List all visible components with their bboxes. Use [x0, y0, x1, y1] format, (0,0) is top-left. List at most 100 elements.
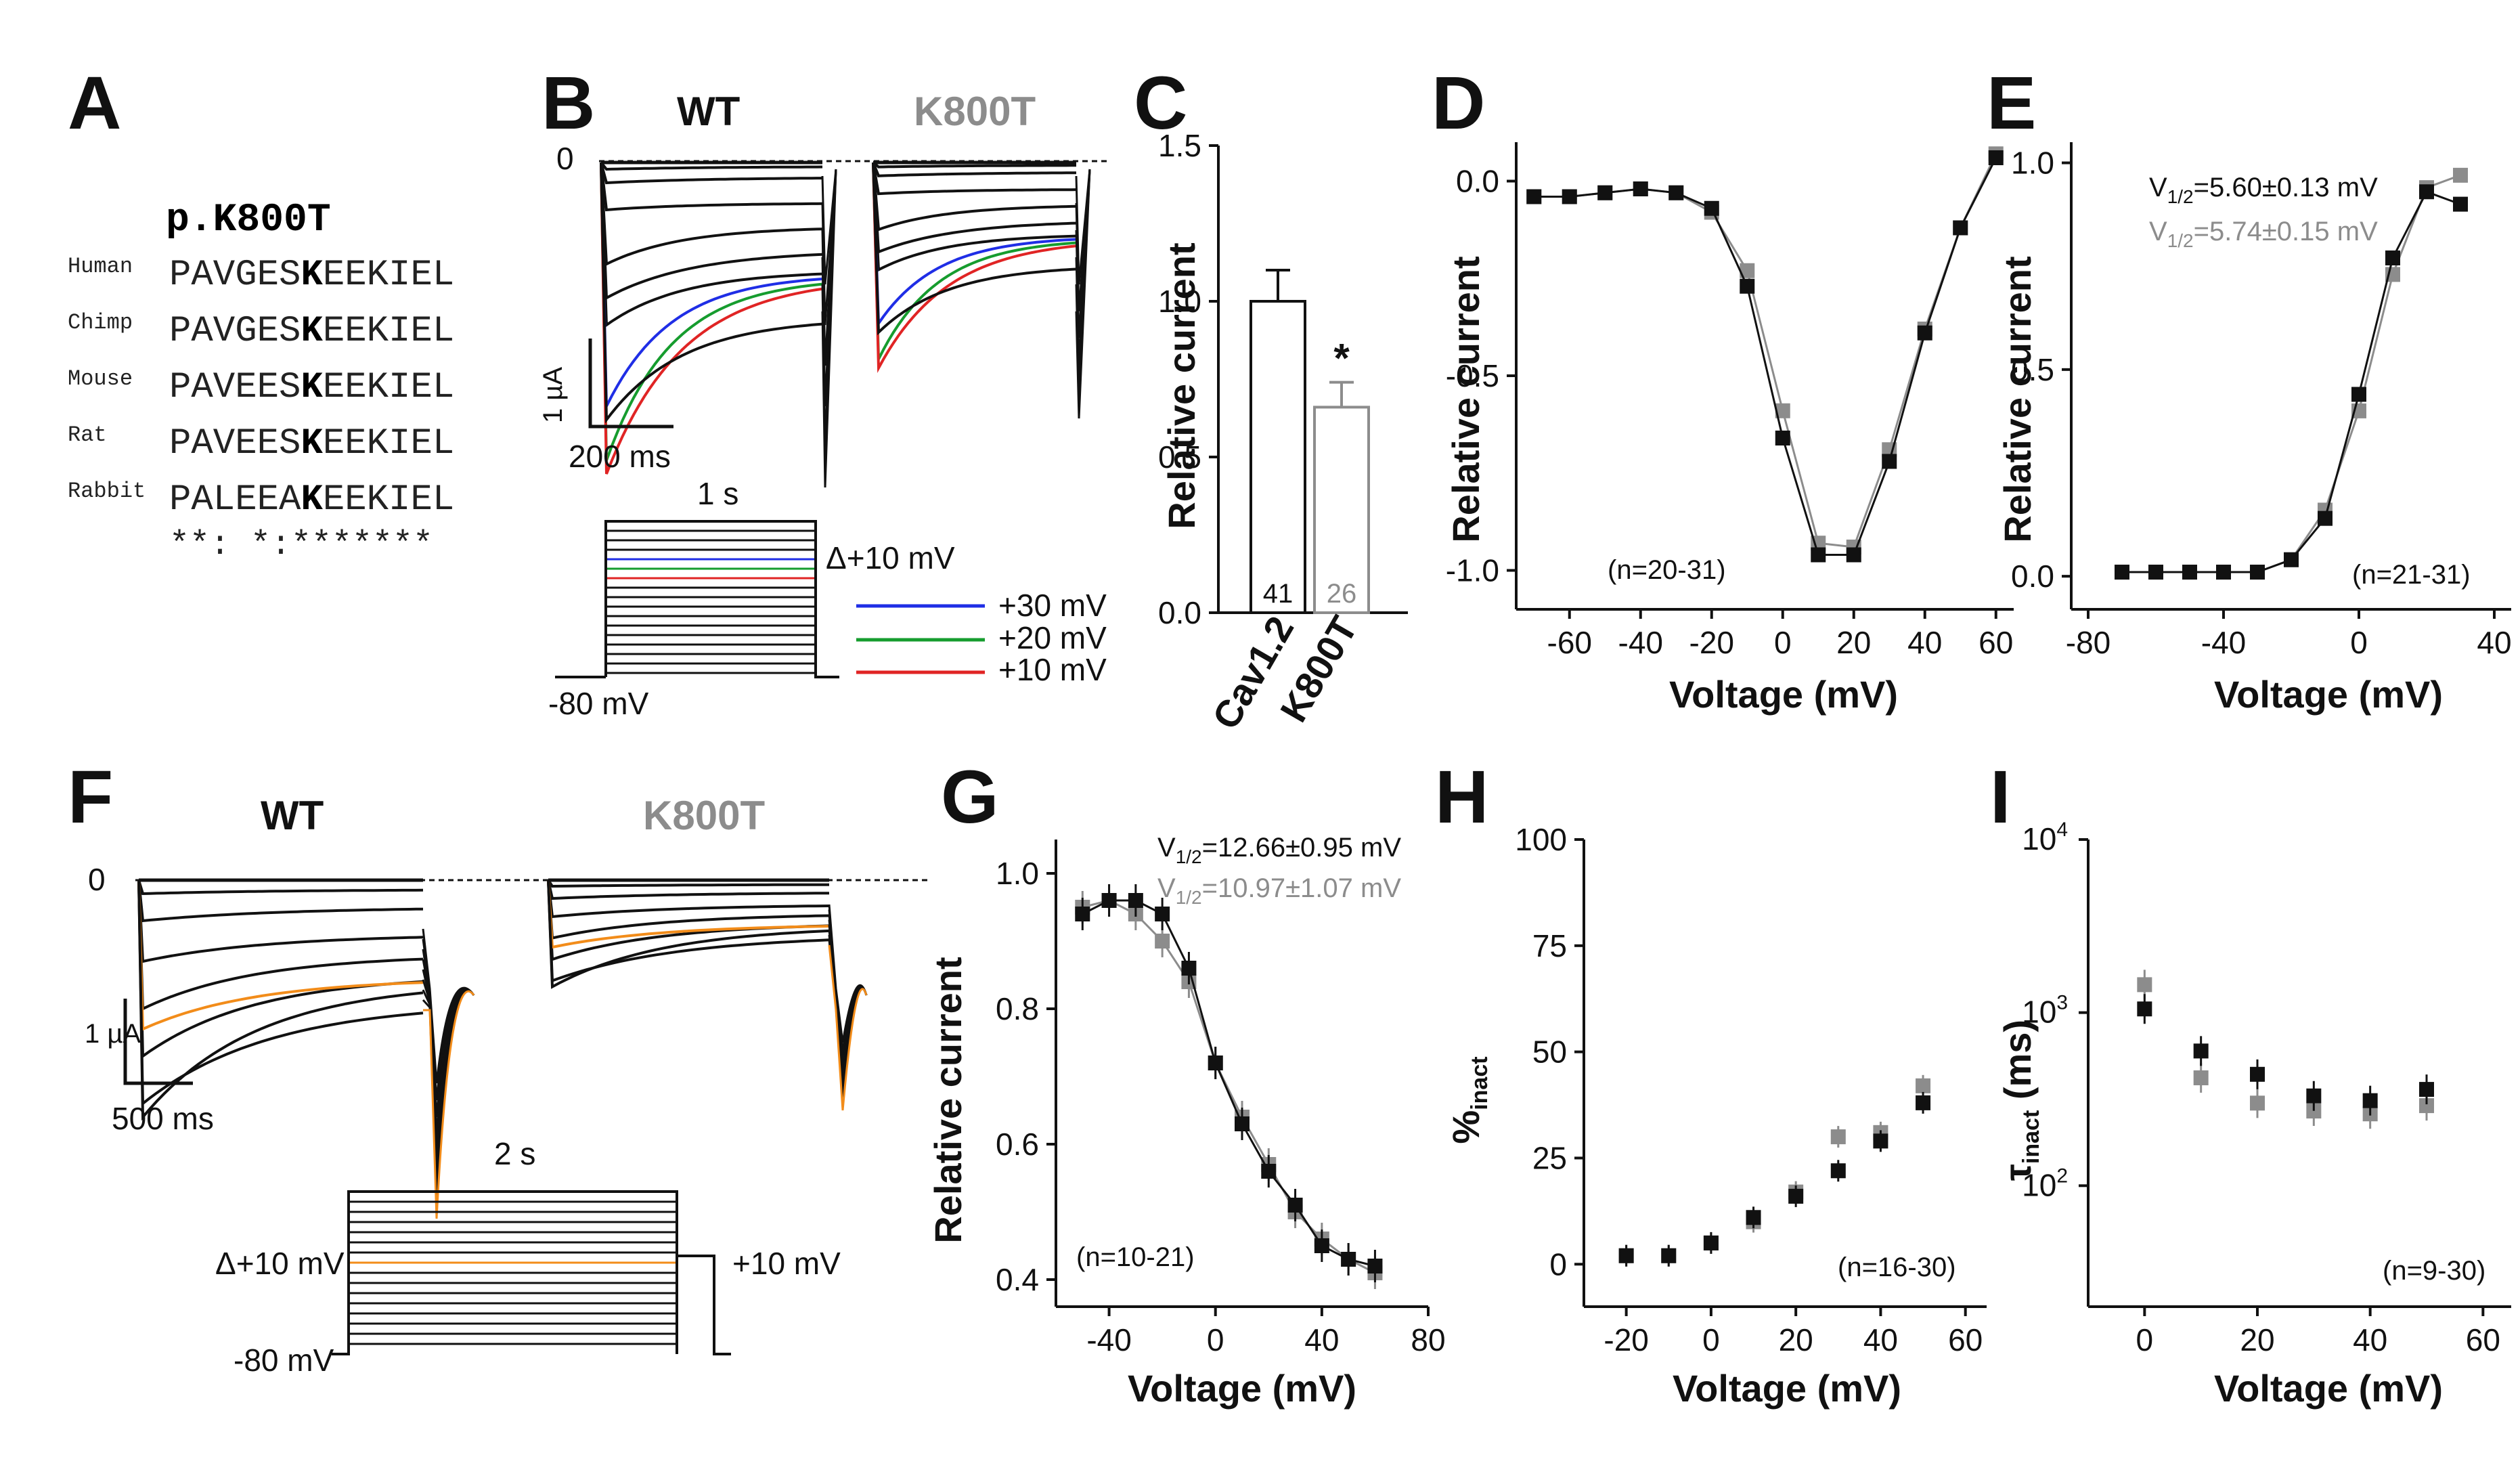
x-tick-label: 0	[1207, 1322, 1224, 1357]
panel-b-wt-traces	[600, 160, 837, 488]
y-tick-label: 0.8	[996, 991, 1039, 1026]
data-point	[1740, 263, 1755, 278]
y-tick-label: -0.5	[1446, 358, 1499, 393]
data-point	[1661, 1248, 1677, 1263]
x-tick-label: -80	[2066, 625, 2110, 660]
data-point	[1597, 185, 1613, 200]
x-tick-label: 60	[1948, 1322, 1983, 1357]
data-point	[1740, 278, 1755, 294]
data-point	[1988, 150, 2004, 165]
y-tick-label: 1.0	[2011, 146, 2054, 181]
y-tick-label: 0.6	[996, 1127, 1039, 1162]
current-trace	[872, 161, 1076, 169]
y-tick-label: 0.0	[1456, 164, 1499, 199]
data-point	[2362, 1093, 2378, 1108]
data-point	[2385, 250, 2400, 265]
protocol-test-pulse	[677, 1255, 731, 1355]
data-point	[2419, 1082, 2434, 1097]
data-point	[1953, 220, 1968, 236]
current-trace	[600, 162, 823, 267]
panel-label-f: F	[68, 756, 113, 839]
data-point	[1668, 185, 1684, 200]
x-tick-label: 20	[1836, 625, 1871, 660]
data-point	[2419, 184, 2434, 200]
current-trace	[547, 879, 830, 900]
data-point	[2453, 167, 2468, 183]
g-vhalf-wt: V1/2=12.66±0.95 mV	[1157, 833, 1401, 867]
protocol-outline	[604, 520, 839, 678]
y-tick-label: 0.5	[2011, 352, 2054, 387]
h-x-label: Voltage (mV)	[1673, 1367, 1901, 1410]
current-trace	[137, 879, 424, 1059]
x-tick-label: -60	[1547, 625, 1592, 660]
species-label: Mouse	[68, 366, 133, 391]
panel-b-protocol-duration: 1 s	[697, 476, 738, 511]
panel-label-h: H	[1435, 756, 1488, 839]
y-tick-label: 0.0	[2011, 559, 2054, 594]
data-point	[1128, 893, 1143, 908]
legend-10mv-label: +10 mV	[998, 652, 1107, 687]
panel-f-wt-traces	[137, 878, 475, 1219]
current-trace	[137, 879, 424, 1011]
data-point	[1882, 454, 1897, 469]
data-point	[1155, 934, 1170, 949]
data-point	[1314, 1238, 1329, 1253]
panel-f-inactivation-currents: WT K800T 0 1 µA 500 ms 2 s Δ+10 mV +10 m…	[85, 793, 927, 1378]
plot-area	[2071, 142, 2511, 609]
x-tick-label: 80	[1411, 1322, 1445, 1357]
x-tick-label: -20	[1689, 625, 1734, 660]
current-trace	[872, 162, 1077, 373]
g-y-label: Relative current	[927, 957, 969, 1243]
bar	[1313, 406, 1370, 615]
data-point	[1101, 893, 1117, 908]
panel-label-d: D	[1432, 62, 1485, 145]
current-trace	[137, 879, 424, 1107]
panel-b-wt-title: WT	[677, 89, 740, 134]
x-tick-label: 60	[2466, 1322, 2500, 1357]
current-trace	[600, 161, 823, 171]
g-n-note: (n=10-21)	[1076, 1242, 1195, 1272]
panel-f-scale-x: 500 ms	[112, 1101, 214, 1136]
legend-30mv-label: +30 mV	[998, 588, 1107, 623]
panel-b-k800t-title: K800T	[914, 89, 1036, 134]
y-tick-label: 1.0	[996, 856, 1039, 891]
data-point	[1830, 1163, 1846, 1179]
data-point	[2453, 196, 2468, 212]
significance-star: *	[1333, 336, 1350, 381]
sequence-row: PAVEESKEEKIEL	[169, 423, 454, 464]
d-y-label: Relative current	[1444, 256, 1487, 542]
current-trace	[547, 879, 830, 940]
e-x-label: Voltage (mV)	[2214, 673, 2443, 716]
current-trace	[600, 162, 823, 212]
plot-area	[1584, 840, 1987, 1307]
current-trace	[600, 162, 823, 424]
panel-f-protocol-step: Δ+10 mV	[215, 1246, 345, 1281]
panel-b-scale-y: 1 µA	[538, 367, 568, 423]
panel-f-scale-y: 1 µA	[85, 1019, 141, 1049]
data-point	[2419, 1098, 2434, 1114]
data-point	[2115, 565, 2129, 580]
data-point	[2137, 977, 2152, 993]
panel-d-iv-curve: Relative current Voltage (mV) (n=20-31) …	[1444, 142, 2014, 716]
current-trace	[547, 879, 830, 983]
x-tick-label: 0	[2350, 625, 2368, 660]
plot-area	[1056, 840, 1428, 1307]
y-tick-label: 1.0	[1158, 284, 1201, 319]
current-trace	[137, 879, 424, 923]
tail-current	[828, 944, 868, 1111]
data-point	[1873, 1133, 1888, 1149]
current-trace	[547, 879, 830, 949]
panel-b-protocol-hold: -80 mV	[548, 686, 649, 721]
y-tick-label: -1.0	[1446, 553, 1499, 588]
panel-f-k800t-traces	[547, 878, 868, 1111]
data-point	[1181, 961, 1197, 976]
panel-b-k800t-traces	[872, 160, 1091, 419]
g-vhalf-k800t: V1/2=10.97±1.07 mV	[1157, 873, 1401, 908]
e-y-label: Relative current	[1996, 256, 2039, 542]
protocol-outline	[332, 1190, 678, 1355]
data-point	[1788, 1188, 1804, 1204]
panel-f-scale-bar	[123, 999, 193, 1085]
y-tick-label: 102	[2022, 1164, 2068, 1202]
x-tick-label: 40	[1907, 625, 1942, 660]
